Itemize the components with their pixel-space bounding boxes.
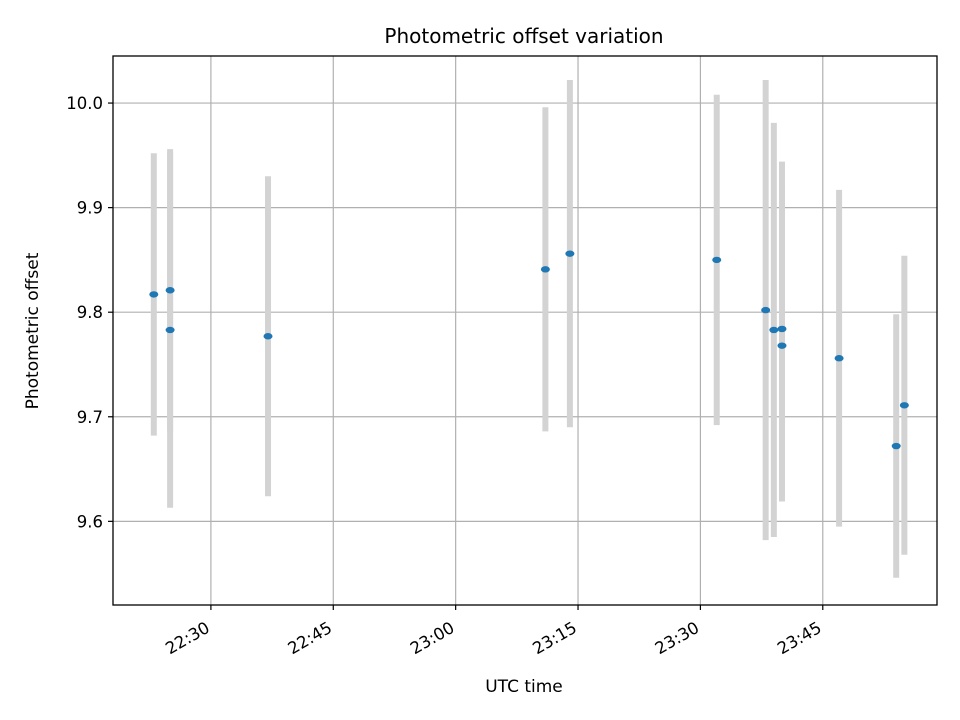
y-tick-label: 9.7	[77, 408, 103, 427]
data-point	[540, 266, 550, 273]
y-tick-label: 9.8	[77, 303, 103, 322]
data-point	[565, 250, 575, 257]
x-axis-title: UTC time	[485, 677, 563, 697]
data-point	[149, 291, 159, 298]
data-points	[149, 250, 909, 450]
plot-frame	[112, 55, 938, 606]
y-axis-title: Photometric offset	[23, 252, 43, 409]
grid	[113, 56, 937, 605]
data-point	[263, 333, 273, 340]
chart-title: Photometric offset variation	[384, 24, 663, 48]
y-tick-label: 9.9	[77, 199, 103, 218]
data-point	[777, 342, 787, 349]
data-point	[769, 326, 779, 334]
data-point	[165, 326, 175, 334]
data-point	[712, 256, 722, 264]
y-tick-label: 9.6	[77, 512, 103, 531]
data-point	[834, 355, 844, 362]
data-point	[165, 287, 175, 294]
data-point	[777, 325, 787, 333]
data-point	[761, 306, 771, 314]
data-point	[899, 402, 909, 409]
y-tick-label: 10.0	[66, 94, 103, 113]
data-point	[891, 442, 901, 450]
